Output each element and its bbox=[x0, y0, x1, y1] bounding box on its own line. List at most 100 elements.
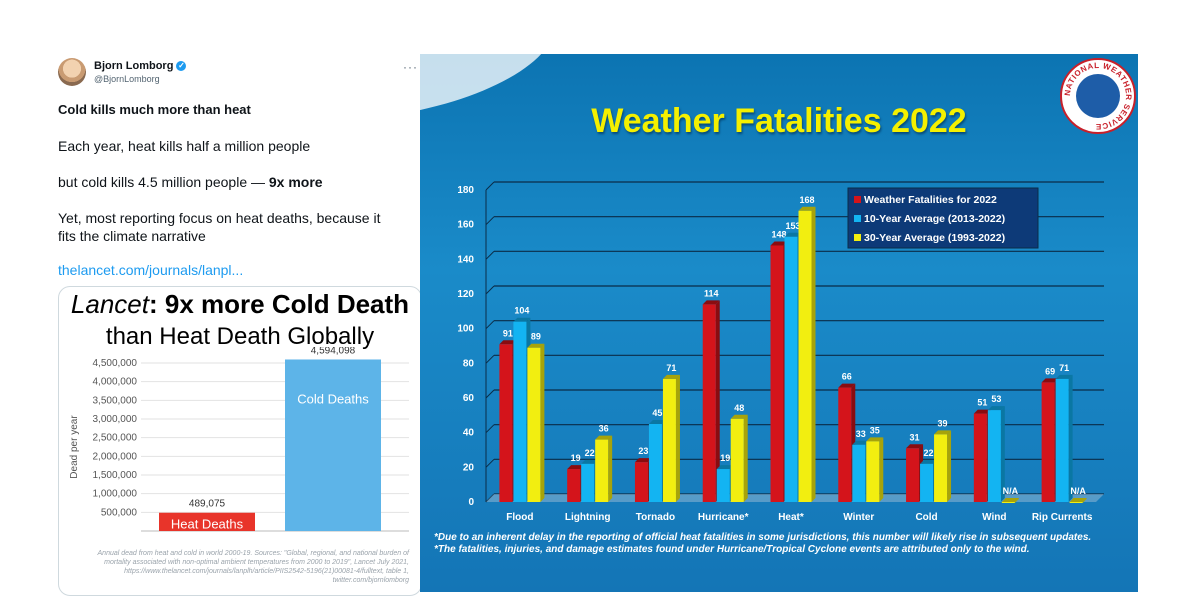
bar-value-label: N/A bbox=[1070, 486, 1086, 496]
bar-top bbox=[499, 340, 517, 345]
bar-top bbox=[595, 435, 613, 440]
bar-value-label: 51 bbox=[977, 398, 987, 408]
y-tick-label: 4,000,000 bbox=[93, 377, 138, 388]
bar-value-label: 36 bbox=[599, 424, 609, 434]
y-tick-label: 120 bbox=[457, 289, 474, 300]
lancet-source-note: Annual dead from heat and cold in world … bbox=[97, 550, 409, 584]
grid-depth bbox=[485, 250, 495, 260]
grid-depth bbox=[485, 320, 495, 330]
bar-category-label: Heat Deaths bbox=[171, 517, 244, 532]
bar-top bbox=[702, 300, 720, 305]
bar-top bbox=[581, 459, 599, 464]
bar-value-label: 153 bbox=[785, 221, 800, 231]
bar-value-label: 45 bbox=[652, 408, 662, 418]
bar-top bbox=[838, 383, 856, 388]
tweet-card: Bjorn Lomborg ✓ @BjornLomborg ··· Cold ki… bbox=[44, 50, 432, 598]
bar-value-label: 104 bbox=[514, 306, 529, 316]
bar-top bbox=[784, 232, 802, 237]
grid-depth bbox=[485, 424, 495, 434]
bar-1 bbox=[852, 444, 866, 502]
y-axis-label: Dead per year bbox=[69, 415, 80, 479]
grid-depth bbox=[485, 389, 495, 399]
bar-side bbox=[743, 414, 748, 502]
lancet-image-card[interactable]: Lancet: 9x more Cold Death than Heat Dea… bbox=[58, 286, 422, 596]
y-tick-label: 4,500,000 bbox=[93, 358, 138, 369]
x-tick-label: Wind bbox=[982, 512, 1006, 523]
bar-2 bbox=[527, 347, 541, 502]
y-tick-label: 0 bbox=[468, 497, 474, 508]
bar-top bbox=[987, 406, 1005, 411]
y-tick-label: 140 bbox=[457, 254, 474, 265]
bar-heat bbox=[159, 512, 255, 531]
bar-top bbox=[648, 420, 666, 424]
bar-top bbox=[973, 409, 991, 414]
bar-top bbox=[1001, 498, 1019, 502]
bar-side bbox=[715, 300, 720, 502]
bar-value-label: 39 bbox=[938, 418, 948, 428]
bar-value-label: 71 bbox=[666, 363, 676, 373]
y-tick-label: 2,000,000 bbox=[93, 451, 138, 462]
bar-1 bbox=[648, 424, 662, 502]
x-tick-label: Winter bbox=[843, 512, 874, 523]
grid-depth bbox=[485, 285, 495, 295]
bar-1 bbox=[987, 410, 1001, 502]
bar-2 bbox=[1001, 502, 1015, 503]
bar-side bbox=[540, 343, 545, 502]
bar-top bbox=[906, 444, 924, 449]
avatar[interactable] bbox=[58, 58, 86, 86]
bar-side bbox=[947, 430, 952, 502]
tweet-link[interactable]: thelancet.com/journals/lanpl... bbox=[58, 262, 244, 278]
legend-label: Weather Fatalities for 2022 bbox=[864, 194, 997, 206]
bar-2 bbox=[595, 439, 609, 502]
more-options-icon[interactable]: ··· bbox=[403, 60, 418, 74]
bar-1 bbox=[716, 469, 730, 502]
tweet-line-1: Each year, heat kills half a million peo… bbox=[58, 138, 311, 154]
bar-0 bbox=[702, 304, 716, 502]
bar-value-label: 22 bbox=[924, 448, 934, 458]
grid-depth bbox=[485, 458, 495, 468]
bar-value-label: 22 bbox=[585, 448, 595, 458]
nws-logo-ring: NATIONAL WEATHER SERVICE bbox=[1063, 61, 1133, 131]
bar-top bbox=[920, 459, 938, 464]
bar-top bbox=[730, 414, 748, 419]
bar-side bbox=[811, 206, 816, 503]
bar-side bbox=[1068, 374, 1073, 502]
user-name[interactable]: Bjorn Lomborg ✓ bbox=[94, 60, 187, 72]
y-tick-label: 100 bbox=[457, 324, 474, 335]
y-tick-label: 1,500,000 bbox=[93, 470, 138, 481]
bar-value-label: 168 bbox=[799, 195, 814, 205]
bar-category-label: Cold Deaths bbox=[297, 391, 369, 406]
y-tick-label: 60 bbox=[463, 393, 475, 404]
y-tick-label: 20 bbox=[463, 462, 475, 473]
x-tick-label: Heat* bbox=[778, 512, 804, 523]
legend-label: 10-Year Average (2013-2022) bbox=[864, 213, 1005, 225]
lancet-chart: 500,000 1,000,000 1,500,000 2,000,000 2,500,… bbox=[69, 347, 409, 532]
y-tick-label: 1,000,000 bbox=[93, 489, 138, 500]
bar-value-label: 23 bbox=[638, 446, 648, 456]
bar-top bbox=[662, 374, 680, 379]
bar-top bbox=[852, 440, 870, 445]
bar-value-label: 35 bbox=[870, 425, 880, 435]
footnote-1: *Due to an inherent delay in the reporti… bbox=[434, 532, 1092, 543]
user-handle[interactable]: @BjornLomborg bbox=[94, 74, 160, 84]
bar-2 bbox=[730, 418, 744, 502]
y-tick-label: 80 bbox=[463, 358, 475, 369]
bar-top bbox=[1041, 378, 1059, 383]
tweet-line-2: but cold kills 4.5 million people — 9x m… bbox=[58, 174, 323, 190]
bar-value-label: 33 bbox=[856, 429, 866, 439]
bar-1 bbox=[920, 463, 934, 502]
bar-value-label: 66 bbox=[842, 372, 852, 382]
nws-logo: NATIONAL WEATHER SERVICE bbox=[1060, 58, 1136, 134]
bar-cold bbox=[285, 359, 381, 531]
bar-2 bbox=[934, 434, 948, 502]
bar-value-label: 53 bbox=[991, 394, 1001, 404]
tweet-line-4: fits the climate narrative bbox=[58, 228, 206, 244]
bar-2 bbox=[866, 441, 880, 502]
legend-swatch bbox=[854, 215, 861, 222]
bar-value-label: 89 bbox=[531, 332, 541, 342]
x-tick-label: Rip Currents bbox=[1032, 512, 1093, 523]
bar-side bbox=[608, 435, 613, 502]
bar-value-label: N/A bbox=[1003, 486, 1019, 496]
bar-top bbox=[1055, 374, 1073, 379]
y-tick-label: 40 bbox=[463, 428, 475, 439]
